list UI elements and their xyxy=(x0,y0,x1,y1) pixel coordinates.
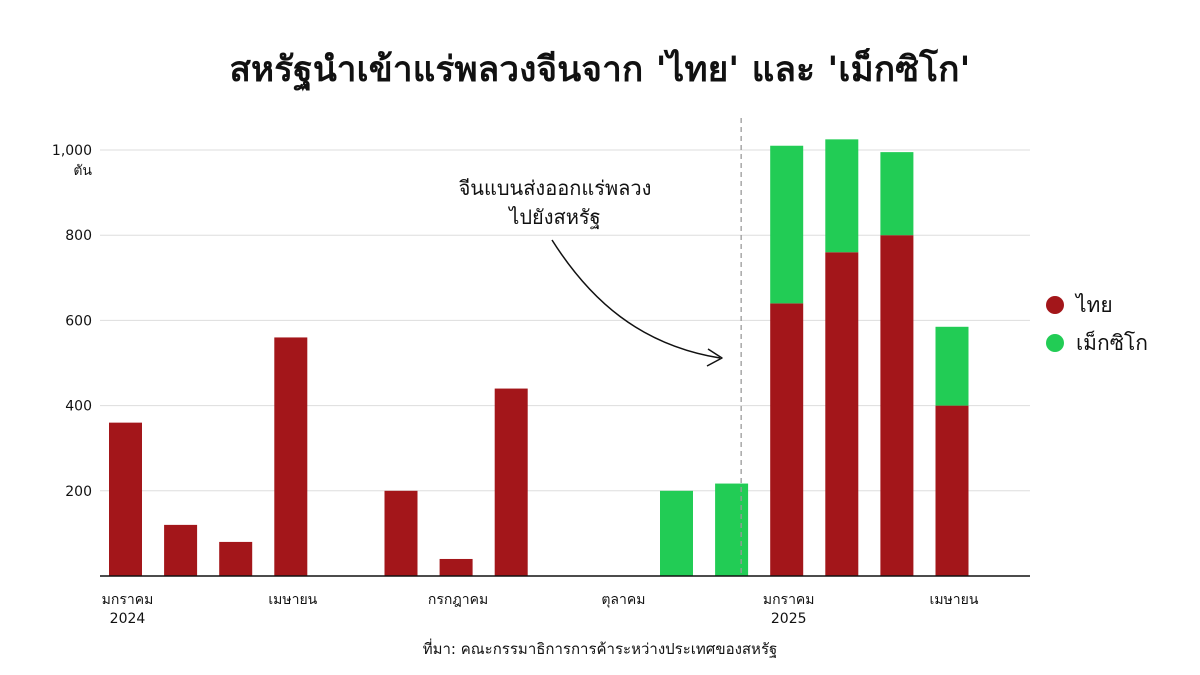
bar-thailand-2025-04 xyxy=(935,405,969,576)
bar-thailand-2025-03 xyxy=(880,235,914,576)
y-tick-label: 200 xyxy=(65,484,92,500)
y-tick-label: 400 xyxy=(65,399,92,415)
legend-label-thailand: ไทย xyxy=(1076,292,1113,317)
legend-swatch-mexico xyxy=(1046,334,1064,352)
x-tick-label: เมษายน xyxy=(268,592,317,608)
legend: ไทย เม็กซิโก xyxy=(1046,286,1148,362)
grid-lines xyxy=(100,149,1030,492)
bar-mexico-2024-11 xyxy=(660,490,693,576)
annotation-line-1: จีนแบนส่งออกแร่พลวง xyxy=(458,176,652,200)
source-note: ที่มา: คณะกรรมาธิการการค้าระหว่างประเทศข… xyxy=(422,640,778,658)
bar-thailand-2024-01 xyxy=(109,422,142,576)
bar-mexico-2025-01 xyxy=(770,145,804,304)
bar-thailand-2024-06 xyxy=(384,490,418,576)
y-tick-label: 1,000 xyxy=(52,143,92,159)
bar-mexico-2025-04 xyxy=(935,326,969,406)
chart-title: สหรัฐนำเข้าแร่พลวงจีนจาก 'ไทย' และ 'เม็ก… xyxy=(229,50,971,90)
x-tick-label: กรกฎาคม xyxy=(428,592,488,608)
bar-thailand-2024-04 xyxy=(274,337,308,576)
legend-swatch-thailand xyxy=(1046,296,1064,314)
bar-mexico-2024-12 xyxy=(715,483,749,576)
bar-thailand-2024-08 xyxy=(494,388,528,576)
bar-mexico-2025-02 xyxy=(825,139,859,253)
x-tick-label: ตุลาคม xyxy=(601,592,645,608)
y-tick-label: 800 xyxy=(65,228,92,244)
bar-thailand-2025-01 xyxy=(770,303,804,576)
legend-item-mexico: เม็กซิโก xyxy=(1046,324,1148,362)
annotation-line-2: ไปยังสหรัฐ xyxy=(509,205,601,229)
x-tick-year: 2024 xyxy=(110,611,146,627)
bar-thailand-2025-02 xyxy=(825,252,859,577)
bars xyxy=(109,139,969,577)
y-tick-label: 600 xyxy=(65,313,92,329)
legend-item-thailand: ไทย xyxy=(1046,286,1148,324)
annotation-arrow xyxy=(551,239,721,359)
bar-thailand-2024-07 xyxy=(439,558,473,576)
annotation-marks xyxy=(551,118,742,576)
x-tick-label: มกราคม xyxy=(763,592,815,608)
x-tick-label: มกราคม xyxy=(102,592,154,608)
annotation-text: จีนแบนส่งออกแร่พลวง ไปยังสหรัฐ xyxy=(420,174,690,232)
x-tick-label: เมษายน xyxy=(930,592,979,608)
x-tick-year: 2025 xyxy=(771,611,807,627)
bar-mexico-2025-03 xyxy=(880,152,914,236)
legend-label-mexico: เม็กซิโก xyxy=(1076,330,1148,355)
bar-thailand-2024-03 xyxy=(219,541,253,576)
bar-thailand-2024-02 xyxy=(164,524,198,576)
y-unit-label: ตัน xyxy=(73,163,92,179)
annotation-arrowhead xyxy=(706,348,723,367)
